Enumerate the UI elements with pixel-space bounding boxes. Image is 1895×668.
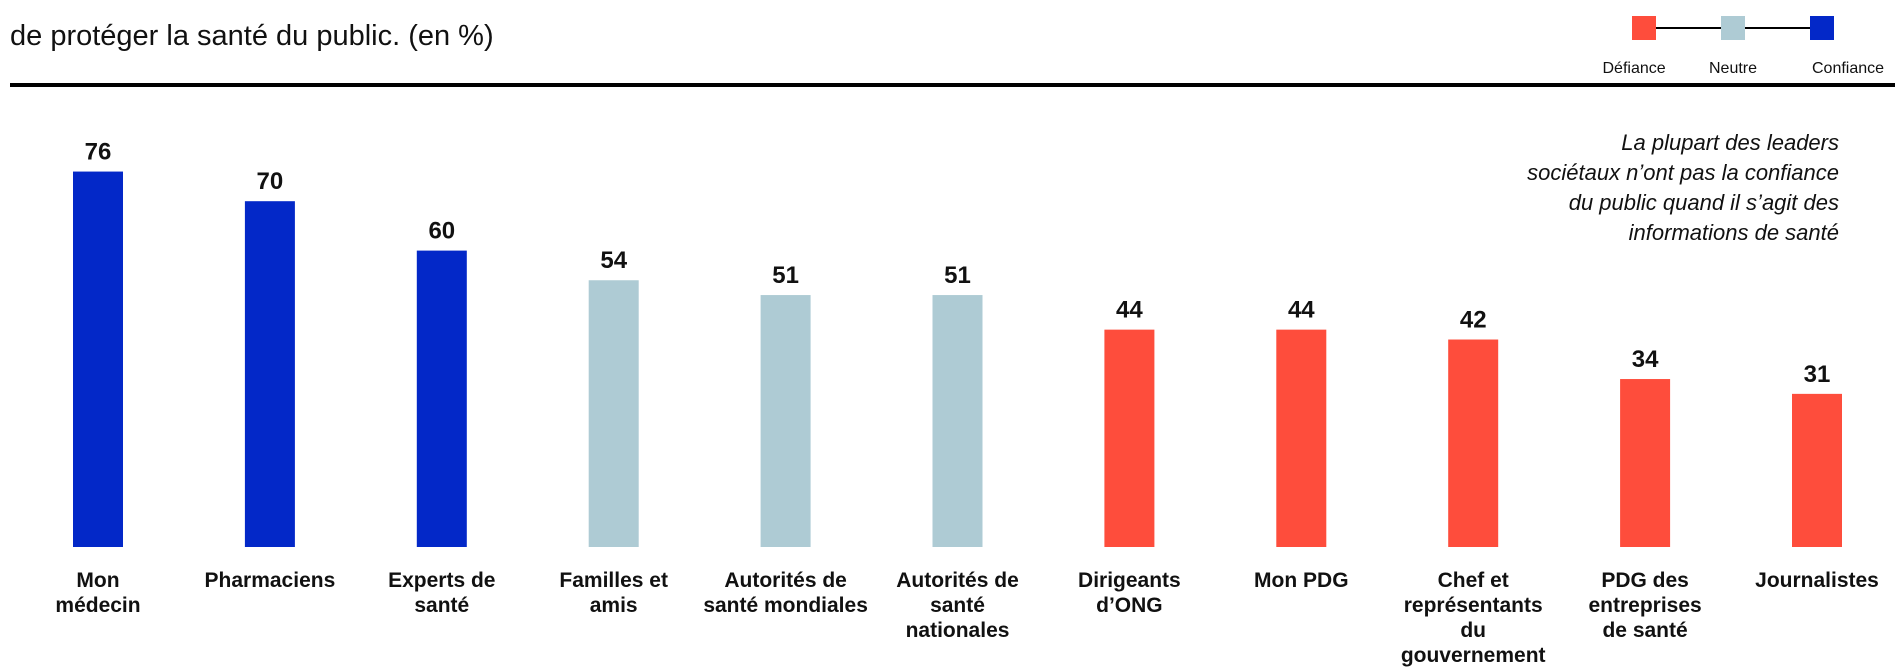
value-label: 44: [1288, 297, 1315, 324]
value-label: 34: [1632, 346, 1659, 373]
value-label: 51: [944, 262, 971, 289]
x-tick-label: Autorités de santé nationales: [896, 569, 1019, 642]
x-tick-label: Journalistes: [1755, 569, 1879, 592]
x-tick-label: Mon médecin: [55, 569, 141, 617]
x-tick-label: Chef et représentants du gouvernement: [1400, 569, 1546, 667]
x-tick-label: Dirigeants d’ONG: [1078, 569, 1181, 617]
bar: [760, 295, 811, 547]
bar: [73, 171, 123, 547]
page: de protéger la santé du public. (en %) L…: [10, 16, 1895, 667]
value-label: 31: [1804, 361, 1831, 388]
bar: [1792, 393, 1842, 547]
bar: [416, 250, 467, 547]
legend-label: Confiance: [1812, 60, 1885, 77]
x-tick-label: Mon PDG: [1254, 569, 1349, 592]
x-tick-label: Familles et amis: [559, 569, 668, 617]
legend-label: Neutre: [1709, 60, 1758, 77]
x-tick-label: Experts de santé: [388, 569, 496, 617]
legend-swatch: [1810, 16, 1834, 40]
x-tick-label: Pharmaciens: [204, 569, 336, 592]
bar: [932, 295, 983, 547]
bar: [1620, 379, 1671, 547]
value-label: 70: [257, 168, 284, 195]
chart: 76 70 60 54 51 51 44 44 42 34 31: [10, 16, 1895, 547]
legend-swatch: [1632, 16, 1656, 40]
value-label: 54: [600, 247, 627, 274]
bar: [1104, 329, 1155, 547]
bar: [1276, 329, 1327, 547]
value-label: 51: [772, 262, 799, 289]
value-label: 60: [428, 218, 455, 245]
value-label: 44: [1116, 297, 1143, 324]
value-label: 76: [85, 139, 112, 166]
value-label: 42: [1460, 307, 1487, 334]
subtitle: de protéger la santé du public. (en %): [10, 20, 494, 52]
legend-label: Défiance: [1602, 60, 1666, 77]
annotation: La plupart des leaders sociétaux n’ont p…: [1527, 130, 1839, 245]
legend-swatch: [1721, 16, 1745, 40]
bar: [588, 280, 639, 547]
x-tick-label: Autorités de santé mondiales: [703, 569, 868, 617]
x-tick-label: PDG des entreprises de santé: [1588, 569, 1702, 642]
bar: [1448, 339, 1499, 547]
divider: [10, 83, 1895, 87]
bar: [244, 201, 295, 547]
